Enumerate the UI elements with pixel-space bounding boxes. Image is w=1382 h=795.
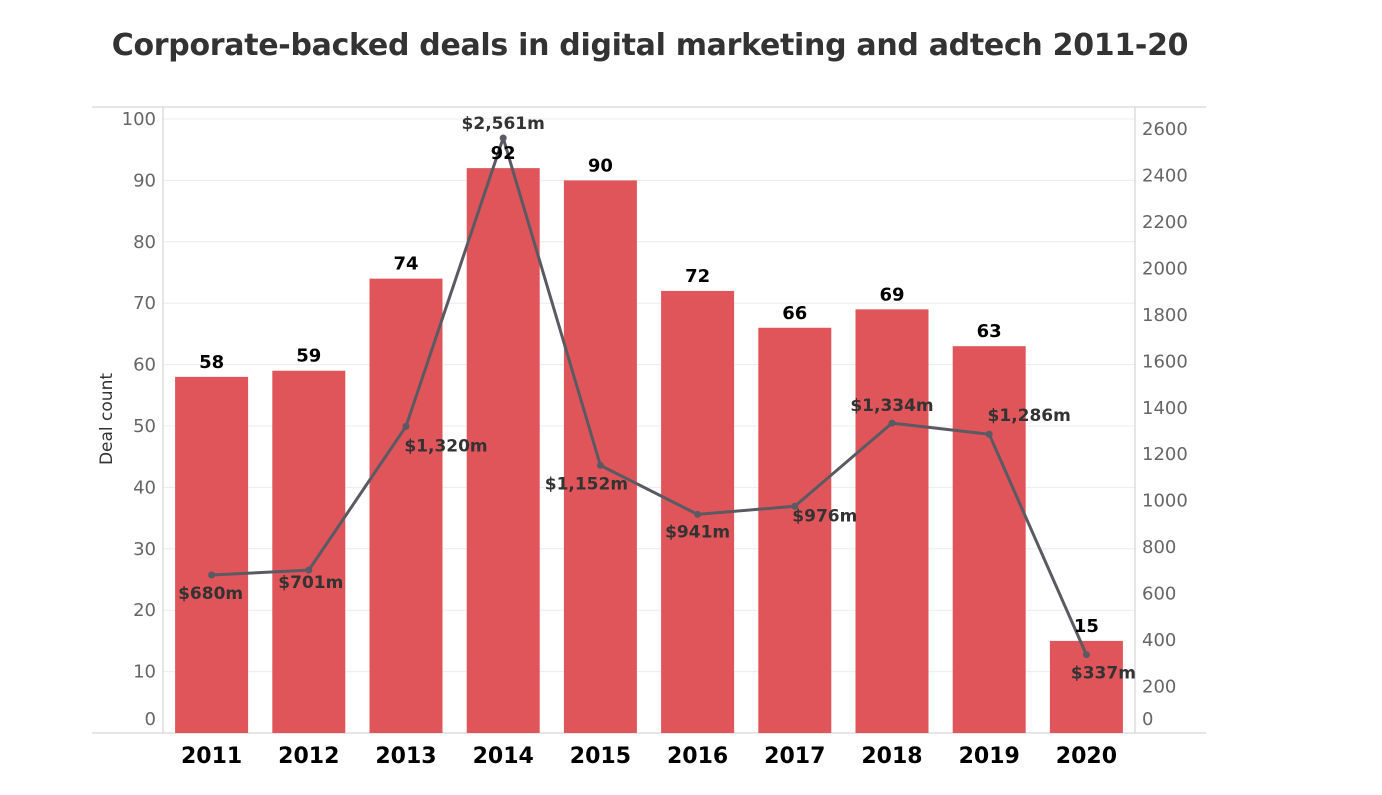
bar-value-label: 92 bbox=[491, 143, 516, 164]
line-value-label: $1,152m bbox=[545, 474, 628, 494]
bars bbox=[175, 168, 1123, 733]
x-tick-label: 2018 bbox=[861, 744, 922, 769]
bar bbox=[855, 309, 929, 733]
y2-tick-label: 1800 bbox=[1142, 305, 1188, 326]
y-tick-label: 30 bbox=[133, 539, 156, 560]
bar-value-label: 63 bbox=[977, 321, 1002, 342]
y2-tick-label: 600 bbox=[1142, 584, 1176, 605]
line-value-label: $1,286m bbox=[988, 406, 1071, 426]
y2-tick-label: 2400 bbox=[1142, 165, 1188, 186]
x-tick-label: 2011 bbox=[181, 744, 242, 769]
value-point bbox=[694, 510, 702, 518]
bar bbox=[563, 180, 637, 733]
y-axis-label: Deal count bbox=[97, 373, 117, 465]
value-point bbox=[888, 419, 896, 427]
bar bbox=[758, 327, 832, 733]
line-value-label: $680m bbox=[178, 584, 243, 604]
value-line-path bbox=[211, 136, 1088, 656]
chart-title: Corporate-backed deals in digital market… bbox=[111, 28, 1189, 63]
y2-tick-label: 200 bbox=[1142, 677, 1176, 698]
value-point bbox=[402, 422, 410, 430]
line-value-label: $976m bbox=[792, 506, 857, 526]
line-value-label: $1,320m bbox=[404, 436, 487, 456]
x-tick-label: 2013 bbox=[375, 744, 436, 769]
y2-tick-label: 800 bbox=[1142, 537, 1176, 558]
y-tick-label: 50 bbox=[133, 416, 156, 437]
value-line bbox=[208, 134, 1090, 659]
line-value-label: $941m bbox=[665, 522, 730, 542]
bar bbox=[466, 168, 540, 733]
bar-value-label: 66 bbox=[782, 303, 807, 324]
y2-tick-label: 400 bbox=[1142, 630, 1176, 651]
value-point bbox=[985, 430, 993, 438]
y2-tick-label: 2600 bbox=[1142, 119, 1188, 140]
value-point bbox=[499, 134, 507, 142]
value-point bbox=[791, 502, 799, 510]
x-tick-label: 2014 bbox=[473, 744, 534, 769]
bar-value-label: 72 bbox=[685, 266, 710, 287]
y2-tick-label: 0 bbox=[1142, 709, 1153, 730]
bar-value-label: 90 bbox=[588, 155, 613, 176]
y-tick-label: 70 bbox=[133, 293, 156, 314]
bar-value-label: 58 bbox=[199, 352, 224, 373]
y-tick-label: 90 bbox=[133, 170, 156, 191]
value-point bbox=[596, 461, 604, 469]
line-value-label: $337m bbox=[1071, 664, 1136, 684]
bar bbox=[952, 346, 1026, 733]
bar-value-label: 74 bbox=[393, 254, 418, 275]
x-tick-label: 2020 bbox=[1056, 744, 1117, 769]
y2-tick-label: 2200 bbox=[1142, 212, 1188, 233]
x-tick-label: 2019 bbox=[959, 744, 1020, 769]
y2-tick-label: 1000 bbox=[1142, 491, 1188, 512]
axes: 0102030405060708090100020040060080010001… bbox=[92, 106, 1206, 769]
y2-tick-label: 2000 bbox=[1142, 258, 1188, 279]
bar bbox=[272, 370, 346, 733]
data-labels: 58 59 74 92 90 72 66 69 63 15 $680m $701m $1,320m $2,… bbox=[178, 114, 1136, 684]
line-value-label: $2,561m bbox=[462, 114, 545, 134]
line-value-label: $1,334m bbox=[850, 396, 933, 416]
y-tick-label: 40 bbox=[133, 477, 156, 498]
x-tick-label: 2016 bbox=[667, 744, 728, 769]
value-point bbox=[208, 571, 216, 579]
y-tick-label: 100 bbox=[122, 109, 156, 130]
bar bbox=[175, 376, 249, 733]
y-tick-label: 10 bbox=[133, 662, 156, 683]
y-tick-label: 80 bbox=[133, 232, 156, 253]
value-point bbox=[1082, 651, 1090, 659]
bar-value-label: 15 bbox=[1074, 616, 1099, 637]
y2-tick-label: 1400 bbox=[1142, 398, 1188, 419]
x-tick-label: 2012 bbox=[278, 744, 339, 769]
y-tick-label: 20 bbox=[133, 600, 156, 621]
bar-value-label: 59 bbox=[296, 346, 321, 367]
x-tick-label: 2017 bbox=[764, 744, 825, 769]
y2-tick-label: 1200 bbox=[1142, 444, 1188, 465]
y2-tick-label: 1600 bbox=[1142, 351, 1188, 372]
x-tick-label: 2015 bbox=[570, 744, 631, 769]
y-tick-label: 0 bbox=[145, 709, 156, 730]
y-tick-label: 60 bbox=[133, 355, 156, 376]
line-value-label: $701m bbox=[278, 573, 343, 593]
value-point bbox=[305, 566, 313, 574]
bar-value-label: 69 bbox=[879, 284, 904, 305]
